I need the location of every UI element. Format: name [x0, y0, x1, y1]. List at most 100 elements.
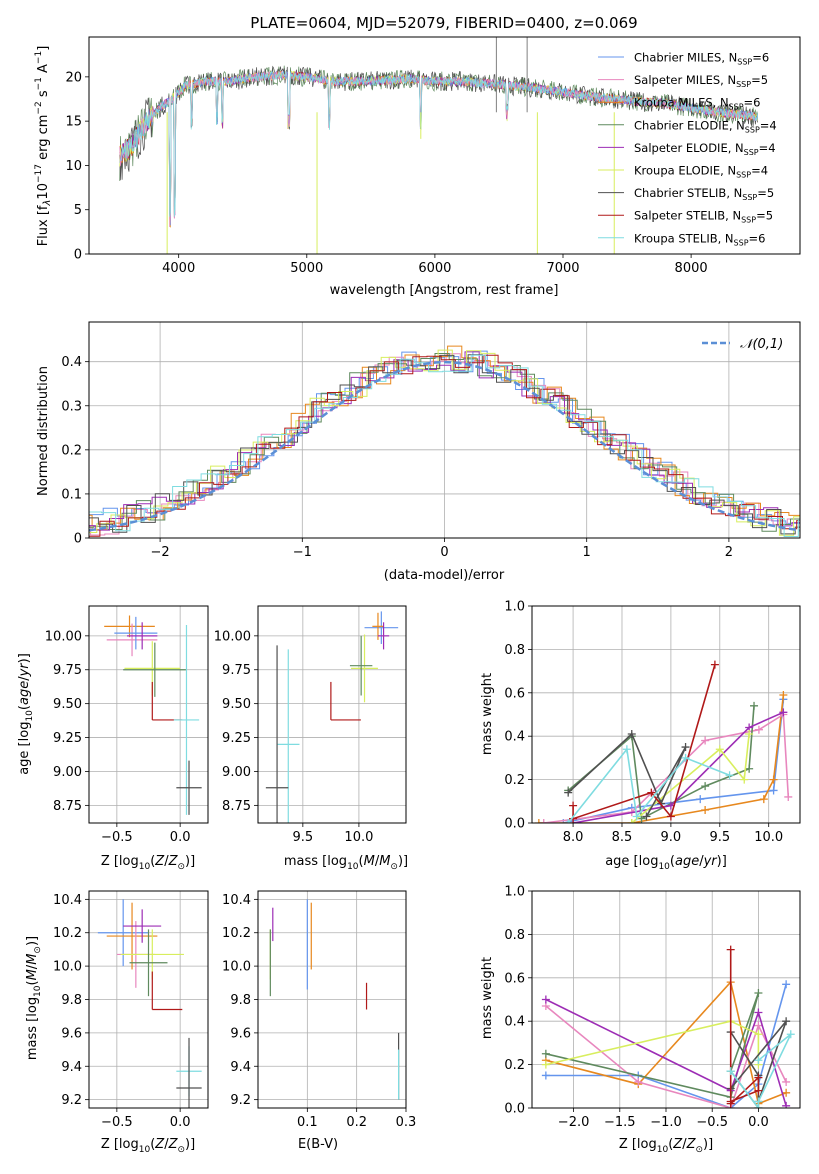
weight-point-marker	[726, 945, 735, 954]
weight-point-marker	[745, 764, 754, 773]
wAge-xtick-label: 10.0	[754, 830, 783, 845]
mass-vs-extinction-panel: 0.1 0.2 0.3 9.2 9.4 9.6 9.8 10.0 10.2 10.4 E(B-V)	[222, 890, 416, 1152]
weight-point-marker	[715, 745, 724, 754]
weight-point-marker	[564, 819, 573, 823]
weight-point-marker	[786, 1030, 795, 1039]
spectrum-ytick-label: 15	[65, 115, 82, 130]
weight-point-marker	[784, 792, 793, 801]
wAge-ylabel: mass weight	[480, 673, 495, 755]
weight-point-marker	[782, 980, 791, 989]
mE-ytick-label: 10.4	[222, 893, 251, 908]
mE-ytick-label: 9.6	[230, 1026, 251, 1041]
mZ-frame	[88, 890, 209, 1109]
legend-label: Kroupa STELIB, NSSP=6	[634, 231, 765, 247]
wZ-ylabel: mass weight	[480, 957, 495, 1039]
residual-histogram	[89, 349, 800, 536]
ageZ-frame	[88, 605, 209, 824]
weight-point-marker	[740, 775, 749, 784]
weight-point-marker	[782, 1077, 791, 1086]
mZ-ytick-label: 10.4	[53, 893, 82, 908]
mE-xtick-label: 0.2	[346, 1115, 367, 1130]
mE-ytick-label: 10.0	[222, 960, 251, 975]
weight-point-marker	[726, 1067, 735, 1076]
weight-point-marker	[754, 725, 763, 734]
residual-ytick-label: 0.1	[61, 487, 82, 502]
weight-series-line	[572, 664, 716, 820]
wAge-xtick-label: 9.5	[709, 830, 730, 845]
weight-point-marker	[627, 819, 636, 823]
weight-point-marker	[754, 1008, 763, 1017]
ageZ-ytick-label: 9.00	[53, 765, 82, 780]
mZ-ytick-label: 9.4	[61, 1060, 82, 1075]
mZ-ytick-label: 10.2	[53, 926, 82, 941]
weight-point-marker	[541, 995, 550, 1004]
weight-point-marker	[622, 745, 631, 754]
wAge-xtick-label: 8.0	[563, 830, 584, 845]
ageZ-ytick-label: 9.50	[53, 697, 82, 712]
residual-ytick-label: 0.3	[61, 399, 82, 414]
spectrum-legend: Chabrier MILES, NSSP=6 Salpeter MILES, NS…	[598, 51, 777, 247]
spectrum-xtick-label: 4000	[162, 261, 195, 276]
weight-point-marker	[632, 812, 641, 821]
legend-label: Kroupa MILES, NSSP=6	[634, 96, 760, 112]
weight-series-line	[545, 1020, 760, 1066]
weight-point-marker	[637, 814, 646, 823]
residual-panel: −2 −1 0 1 200.10.20.30.4 (data-model)/error …	[36, 321, 801, 583]
weight-series-line	[543, 713, 790, 823]
legend-label: Chabrier ELODIE, NSSP=4	[634, 118, 777, 134]
spectrum-title: PLATE=0604, MJD=52079, FIBERID=0400, z=0…	[250, 14, 637, 32]
weight-point-marker	[769, 775, 778, 784]
weight-point-marker	[725, 771, 734, 780]
mE-frame	[257, 890, 407, 1109]
wZ-xtick-label: −2.0	[558, 1115, 590, 1130]
legend-label: Chabrier STELIB, NSSP=5	[634, 186, 774, 202]
wAge-frame	[531, 605, 801, 824]
weight-point-marker	[701, 805, 710, 814]
weight-point-marker	[754, 1030, 763, 1039]
mZ-ylabel: mass [log10(M/M⊙)]	[25, 936, 43, 1060]
weight-point-marker	[769, 786, 778, 795]
wZ-xtick-label: −0.5	[696, 1115, 728, 1130]
weight-point-marker	[666, 812, 675, 821]
residual-legend: 𝒩(0,1)	[702, 337, 783, 352]
ageM-xtick-label: 10.0	[344, 830, 373, 845]
spectrum-xtick-label: 5000	[290, 261, 323, 276]
weight-point-marker	[779, 708, 788, 717]
weight-point-marker	[681, 753, 690, 762]
mE-ytick-label: 9.2	[230, 1093, 251, 1108]
weight-point-marker	[754, 1056, 763, 1065]
mZ-xlabel: Z [log10(Z/Z⊙)]	[101, 1137, 195, 1155]
ageZ-xtick-label: 0.0	[170, 830, 191, 845]
weight-point-marker	[701, 736, 710, 745]
residual-histogram	[89, 354, 800, 537]
weight-point-marker	[782, 1017, 791, 1026]
spectrum-xtick-label: 7000	[546, 261, 579, 276]
wAge-ytick-label: 1.0	[504, 600, 525, 615]
wZ-xlabel: Z [log10(Z/Z⊙)]	[619, 1137, 713, 1155]
ageM-ytick-label: 10.00	[214, 629, 251, 644]
legend-label: Kroupa ELODIE, NSSP=4	[634, 164, 768, 180]
wZ-frame	[531, 890, 801, 1109]
weight-series-line	[572, 711, 784, 823]
weight-point-marker	[754, 1073, 763, 1082]
weight-vs-metallicity-panel: −2.0 −1.5 −1.0 −0.5 0.0 0.0 0.2 0.4 0.6 0.8 1.0 Z …	[480, 885, 801, 1155]
residual-ytick-label: 0.4	[61, 355, 82, 370]
weight-point-marker	[754, 988, 763, 997]
residual-xtick-label: 2	[725, 545, 733, 560]
weight-point-marker	[696, 795, 705, 804]
ageM-xlabel: mass [log10(M/M⊙)]	[284, 854, 408, 872]
weight-point-marker	[541, 1060, 550, 1069]
wAge-ytick-label: 0.4	[504, 730, 525, 745]
weight-point-marker	[627, 730, 636, 739]
spectrum-panel: PLATE=0604, MJD=52079, FIBERID=0400, z=0…	[34, 14, 801, 298]
mE-xtick-label: 0.1	[297, 1115, 318, 1130]
spectrum-xtick-label: 6000	[418, 261, 451, 276]
wAge-xtick-label: 9.0	[661, 830, 682, 845]
wAge-ytick-label: 0.8	[504, 643, 525, 658]
ageZ-ytick-label: 10.00	[45, 629, 82, 644]
residual-histogram	[89, 353, 800, 536]
weight-point-marker	[710, 660, 719, 669]
wZ-ytick-label: 0.8	[504, 928, 525, 943]
weight-vs-age-panel: 8.0 8.5 9.0 9.5 10.0 0.0 0.2 0.4 0.6 0.8 1.0 age […	[480, 600, 801, 872]
weight-point-marker	[642, 812, 651, 821]
